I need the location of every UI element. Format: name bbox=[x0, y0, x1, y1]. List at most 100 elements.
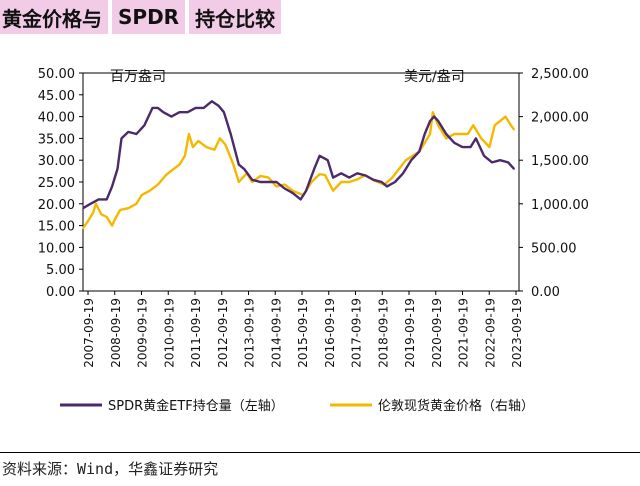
data-point bbox=[469, 146, 472, 148]
source-note: 资料来源：Wind，华鑫证券研究 bbox=[2, 460, 219, 478]
x-tick-label: 2016-09-19 bbox=[323, 298, 337, 368]
data-point bbox=[275, 181, 278, 183]
data-point bbox=[188, 133, 190, 135]
data-point bbox=[513, 168, 515, 170]
data-point bbox=[100, 213, 103, 216]
data-point bbox=[267, 181, 270, 183]
data-point bbox=[267, 176, 270, 179]
data-point bbox=[348, 176, 351, 179]
left-tick-label: 50.00 bbox=[38, 67, 75, 82]
data-point bbox=[127, 131, 130, 133]
data-point bbox=[170, 169, 173, 172]
gold-price-line bbox=[82, 111, 516, 229]
data-point bbox=[229, 133, 232, 135]
data-point bbox=[429, 133, 431, 135]
data-point bbox=[445, 133, 448, 135]
data-point bbox=[499, 120, 501, 122]
data-point bbox=[340, 181, 343, 183]
x-tick-label: 2007-09-19 bbox=[82, 298, 96, 368]
data-point bbox=[157, 183, 159, 186]
data-point bbox=[111, 185, 113, 188]
data-point bbox=[259, 175, 262, 177]
data-point bbox=[429, 120, 431, 122]
data-point bbox=[488, 146, 491, 148]
data-point bbox=[472, 124, 475, 127]
data-point bbox=[238, 163, 240, 166]
data-point bbox=[165, 174, 167, 176]
data-point bbox=[92, 211, 94, 214]
left-tick-label: 10.00 bbox=[38, 241, 75, 256]
right-tick-label: 1,000.00 bbox=[531, 198, 589, 213]
data-point bbox=[283, 183, 286, 186]
left-tick-label: 0.00 bbox=[46, 285, 75, 300]
data-point bbox=[119, 209, 121, 211]
left-tick-label: 15.00 bbox=[38, 220, 75, 235]
data-point bbox=[493, 124, 496, 127]
data-point bbox=[135, 203, 138, 205]
x-tick-label: 2015-09-19 bbox=[296, 298, 310, 368]
data-point bbox=[291, 192, 294, 194]
left-tick-label: 40.00 bbox=[38, 111, 75, 126]
data-point bbox=[475, 137, 477, 140]
data-point bbox=[461, 133, 464, 135]
data-point bbox=[219, 137, 221, 140]
data-point bbox=[291, 189, 294, 192]
right-axis-unit-label: 美元/盎司 bbox=[404, 69, 465, 85]
data-point bbox=[178, 111, 181, 113]
x-tick-label: 2021-09-19 bbox=[457, 298, 471, 368]
plot-border bbox=[82, 72, 520, 292]
data-point bbox=[82, 207, 84, 209]
data-point bbox=[192, 146, 194, 148]
left-axis-unit-label: 百万盎司 bbox=[110, 69, 166, 85]
data-point bbox=[116, 168, 119, 170]
left-tick-label: 20.00 bbox=[38, 198, 75, 213]
data-point bbox=[507, 161, 510, 164]
x-tick-label: 2017-09-19 bbox=[350, 298, 364, 368]
x-tick-label: 2019-09-19 bbox=[403, 298, 417, 368]
data-point bbox=[111, 224, 113, 227]
data-point bbox=[356, 172, 359, 175]
chart-title: 黄金价格与 SPDR 持仓比较 bbox=[0, 0, 285, 34]
data-point bbox=[491, 161, 493, 164]
data-point bbox=[399, 166, 402, 168]
data-point bbox=[410, 159, 413, 161]
data-point bbox=[238, 181, 240, 183]
left-axis: 0.00 5.00 10.00 15.00 20.00 25.00 30.00 35.00 40… bbox=[38, 67, 83, 300]
data-point bbox=[423, 133, 426, 135]
x-tick-label: 2012-09-19 bbox=[216, 298, 230, 368]
x-tick-label: 2020-09-19 bbox=[430, 298, 444, 368]
x-tick-label: 2009-09-19 bbox=[136, 298, 150, 368]
data-point bbox=[480, 137, 483, 140]
data-point bbox=[432, 111, 434, 113]
data-point bbox=[275, 185, 278, 188]
data-point bbox=[283, 187, 286, 190]
data-point bbox=[423, 142, 426, 144]
data-point bbox=[194, 107, 197, 109]
data-point bbox=[510, 124, 512, 127]
data-point bbox=[318, 173, 321, 175]
data-point bbox=[114, 218, 116, 221]
data-point bbox=[82, 227, 84, 229]
data-point bbox=[243, 168, 245, 170]
data-point bbox=[445, 137, 448, 140]
data-point bbox=[433, 115, 435, 118]
data-point bbox=[140, 194, 143, 196]
x-tick-label: 2022-09-19 bbox=[483, 298, 497, 368]
right-tick-label: 2,500.00 bbox=[531, 67, 589, 82]
data-point bbox=[467, 133, 469, 135]
data-point bbox=[135, 133, 138, 135]
data-point bbox=[313, 168, 316, 170]
data-point bbox=[386, 185, 388, 188]
gold-vs-spdr-chart: 0.00 5.00 10.00 15.00 20.00 25.00 30.00 35.00 40… bbox=[38, 67, 589, 414]
data-point bbox=[391, 176, 394, 179]
plot-frame bbox=[82, 72, 520, 292]
data-point bbox=[87, 220, 89, 222]
data-point bbox=[157, 107, 159, 109]
data-point bbox=[394, 181, 396, 183]
data-point bbox=[310, 181, 313, 183]
data-point bbox=[453, 142, 456, 144]
data-point bbox=[151, 107, 154, 109]
legend: SPDR黄金ETF持仓量（左轴） 伦敦现货黄金价格（右轴） bbox=[60, 398, 534, 414]
title-segment-2: SPDR bbox=[112, 0, 186, 34]
data-point bbox=[178, 163, 181, 166]
